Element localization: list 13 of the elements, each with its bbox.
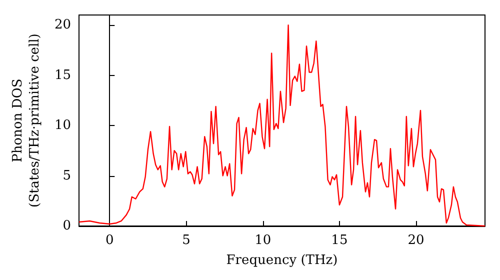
y-tick-label: 5 xyxy=(62,168,71,184)
y-axis-title: Phonon DOS (States/THz·primitive cell) xyxy=(10,33,43,208)
y-tick-label: 0 xyxy=(62,218,71,234)
x-tick-label: 20 xyxy=(408,233,424,248)
x-axis-title: Frequency (THz) xyxy=(226,253,338,268)
line-series xyxy=(78,24,486,227)
x-tick-label: 15 xyxy=(331,233,348,248)
y-tick-label: 15 xyxy=(54,68,71,83)
x-tick-label: 10 xyxy=(254,233,272,248)
y-tick-label: 20 xyxy=(54,18,71,33)
y-tick-label: 10 xyxy=(54,118,71,134)
x-tick-label: 0 xyxy=(106,233,114,248)
x-tick-label: 5 xyxy=(182,233,190,248)
